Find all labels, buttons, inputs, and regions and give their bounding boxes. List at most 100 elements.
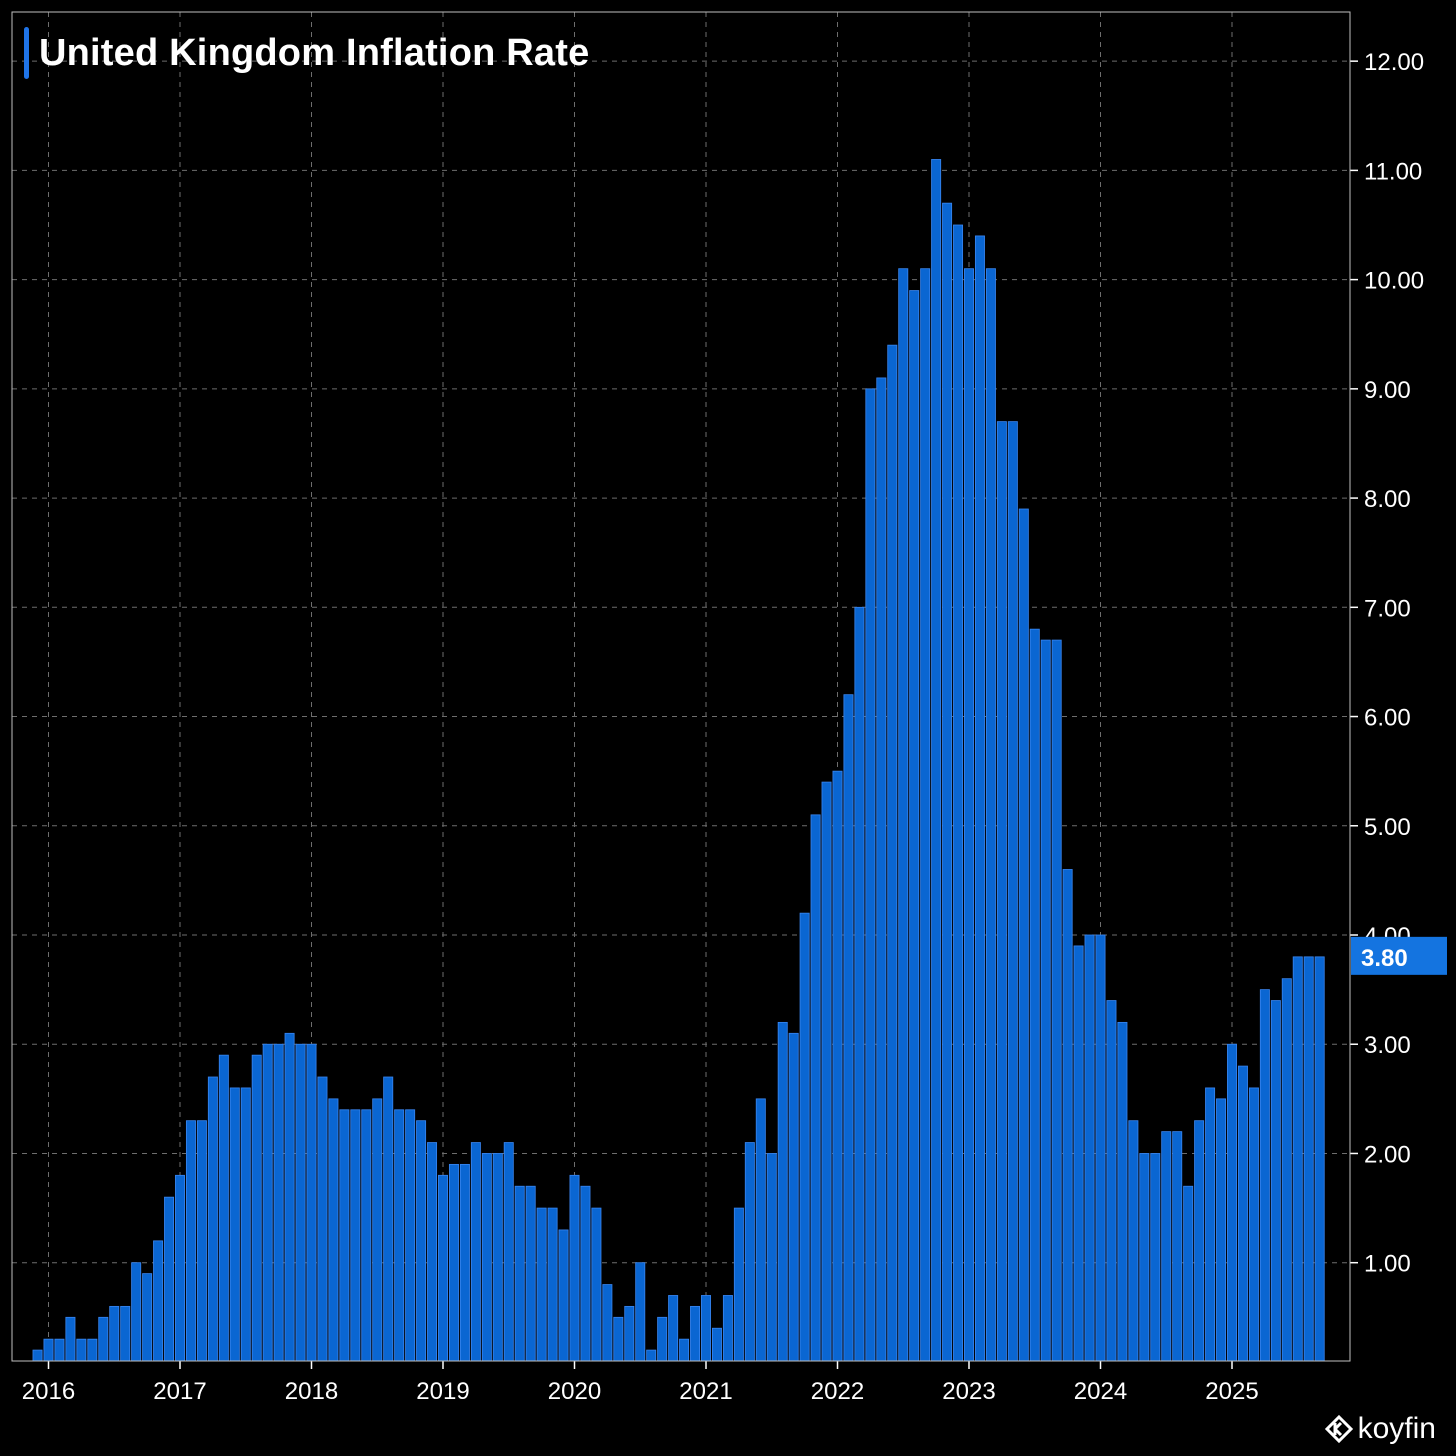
- x-tick-label: 2024: [1074, 1378, 1127, 1405]
- bar: [558, 1229, 569, 1362]
- bar: [974, 235, 985, 1362]
- bar: [733, 1207, 744, 1362]
- bar: [1183, 1185, 1194, 1362]
- bar: [1062, 869, 1073, 1362]
- bar: [185, 1120, 196, 1362]
- bar: [262, 1043, 273, 1362]
- bar: [1161, 1131, 1172, 1362]
- last-value-badge: 3.80: [1351, 936, 1447, 975]
- bar: [240, 1087, 251, 1362]
- bar: [1172, 1131, 1183, 1362]
- y-tick-label: 10.00: [1364, 268, 1424, 295]
- bar: [668, 1295, 679, 1362]
- bar: [43, 1338, 54, 1362]
- bar: [602, 1284, 613, 1362]
- bar: [547, 1207, 558, 1362]
- bar: [295, 1043, 306, 1362]
- bar: [701, 1295, 711, 1362]
- bar: [1117, 1021, 1128, 1362]
- bar: [448, 1163, 459, 1362]
- bar: [109, 1305, 120, 1362]
- bar: [657, 1316, 668, 1362]
- bar: [931, 159, 942, 1362]
- bar: [65, 1316, 76, 1362]
- bar: [722, 1295, 733, 1362]
- koyfin-brand[interactable]: koyfin: [1324, 1412, 1436, 1446]
- y-tick-label: 5.00: [1364, 814, 1411, 841]
- bar: [131, 1262, 142, 1362]
- bar: [854, 606, 865, 1362]
- bar: [755, 1098, 766, 1362]
- last-value-label: 3.80: [1361, 945, 1408, 972]
- bar: [788, 1032, 799, 1362]
- x-tick-label: 2021: [679, 1378, 732, 1405]
- bar: [459, 1163, 470, 1362]
- bar: [339, 1109, 350, 1362]
- bar: [799, 912, 810, 1362]
- bar: [985, 268, 996, 1362]
- bar: [32, 1349, 43, 1362]
- bar: [470, 1142, 481, 1362]
- bar: [920, 268, 931, 1362]
- bar: [164, 1196, 175, 1362]
- bar: [317, 1076, 328, 1362]
- bar: [1194, 1120, 1205, 1362]
- bar: [1051, 639, 1062, 1362]
- bar: [591, 1207, 602, 1362]
- bar: [1007, 421, 1018, 1362]
- bar: [1248, 1087, 1259, 1362]
- bar: [416, 1120, 427, 1362]
- bar: [865, 388, 876, 1362]
- bar: [876, 377, 887, 1362]
- y-tick-label: 8.00: [1364, 486, 1411, 513]
- x-tick-label: 2017: [153, 1378, 206, 1405]
- bar: [229, 1087, 240, 1362]
- y-tick-label: 1.00: [1364, 1251, 1411, 1278]
- bar: [492, 1153, 503, 1362]
- bar: [1128, 1120, 1139, 1362]
- bar: [821, 781, 832, 1362]
- bar: [810, 814, 821, 1362]
- bar: [942, 202, 953, 1362]
- bar: [1029, 628, 1040, 1362]
- y-tick-label: 11.00: [1364, 158, 1422, 185]
- gridlines: [12, 12, 1350, 1361]
- bar: [481, 1153, 492, 1362]
- x-tick-label: 2018: [285, 1378, 338, 1405]
- bar: [1216, 1098, 1227, 1362]
- bar: [887, 344, 898, 1362]
- bar: [218, 1054, 229, 1362]
- bar: [690, 1305, 701, 1362]
- last-value-badge-bg: [1351, 936, 1447, 975]
- bar: [350, 1109, 361, 1362]
- bar: [142, 1273, 153, 1362]
- bar: [1259, 989, 1270, 1362]
- bar: [405, 1109, 416, 1362]
- bars: [32, 159, 1325, 1362]
- bar: [54, 1338, 65, 1362]
- bar: [394, 1109, 405, 1362]
- bar: [996, 421, 1007, 1362]
- title-accent-bar: [24, 27, 29, 79]
- bar: [1040, 639, 1051, 1362]
- chart-title: United Kingdom Inflation Rate: [39, 31, 590, 74]
- y-tick-label: 2.00: [1364, 1141, 1411, 1168]
- bar: [438, 1174, 448, 1362]
- bar: [1270, 1000, 1281, 1362]
- bar: [503, 1142, 514, 1362]
- bar: [76, 1338, 87, 1362]
- koyfin-logo-icon: [1324, 1414, 1353, 1444]
- bar: [1084, 934, 1095, 1362]
- bar: [372, 1098, 383, 1362]
- x-tick-label: 2023: [942, 1378, 995, 1405]
- chart-title-block: United Kingdom Inflation Rate: [24, 27, 590, 79]
- bar: [328, 1098, 339, 1362]
- bar: [251, 1054, 262, 1362]
- bar: [832, 770, 843, 1362]
- bar: [87, 1338, 98, 1362]
- bar: [777, 1021, 788, 1362]
- plot-frame: [11, 11, 1351, 1362]
- axes: [11, 11, 1358, 1369]
- bar: [1139, 1153, 1150, 1362]
